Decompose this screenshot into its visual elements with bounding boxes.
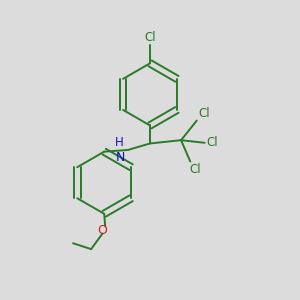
Text: Cl: Cl bbox=[190, 163, 201, 176]
Text: Cl: Cl bbox=[206, 136, 218, 149]
Text: N: N bbox=[116, 151, 125, 164]
Text: H: H bbox=[115, 136, 124, 149]
Text: O: O bbox=[98, 224, 107, 237]
Text: Cl: Cl bbox=[144, 31, 156, 44]
Text: Cl: Cl bbox=[198, 106, 210, 120]
